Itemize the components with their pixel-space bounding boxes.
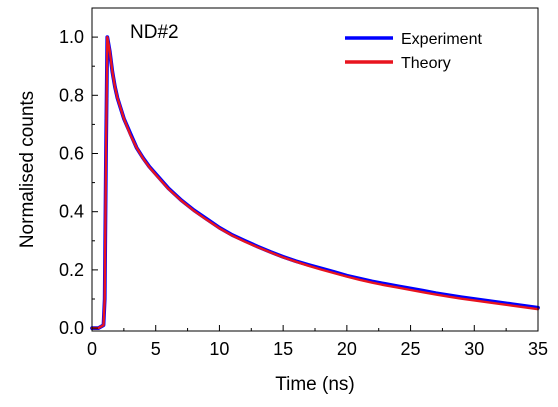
x-tick-label: 15 bbox=[273, 339, 293, 359]
x-tick-label: 10 bbox=[209, 339, 229, 359]
series-group bbox=[90, 35, 540, 331]
y-tick-label: 0.2 bbox=[59, 260, 84, 280]
labels: 0 5 10 15 20 25 30 35 0.0 0.2 0.4 0.6 0.8 1.0 Time (ns… bbox=[17, 22, 548, 395]
legend-label-theory: Theory bbox=[401, 55, 451, 72]
series-line-theory bbox=[90, 35, 540, 330]
series-line-experiment bbox=[90, 35, 540, 331]
x-tick-label: 0 bbox=[87, 339, 97, 359]
y-tick-label: 0.0 bbox=[59, 318, 84, 338]
y-tick-label: 0.8 bbox=[59, 85, 84, 105]
x-tick-label: 25 bbox=[401, 339, 421, 359]
x-tick-label: 30 bbox=[464, 339, 484, 359]
x-tick-label: 20 bbox=[337, 339, 357, 359]
legend-label-experiment: Experiment bbox=[401, 31, 482, 48]
chart-annotation: ND#2 bbox=[130, 22, 179, 43]
y-tick-label: 1.0 bbox=[59, 27, 84, 47]
y-tick-label: 0.6 bbox=[59, 143, 84, 163]
x-axis-title: Time (ns) bbox=[275, 374, 355, 395]
y-tick-label: 0.4 bbox=[59, 202, 84, 222]
y-axis-title: Normalised counts bbox=[17, 91, 38, 248]
x-tick-label: 35 bbox=[528, 339, 548, 359]
legend: Experiment Theory bbox=[345, 31, 482, 72]
x-tick-label: 5 bbox=[151, 339, 161, 359]
plot-frame bbox=[91, 7, 539, 332]
axes bbox=[91, 7, 539, 332]
